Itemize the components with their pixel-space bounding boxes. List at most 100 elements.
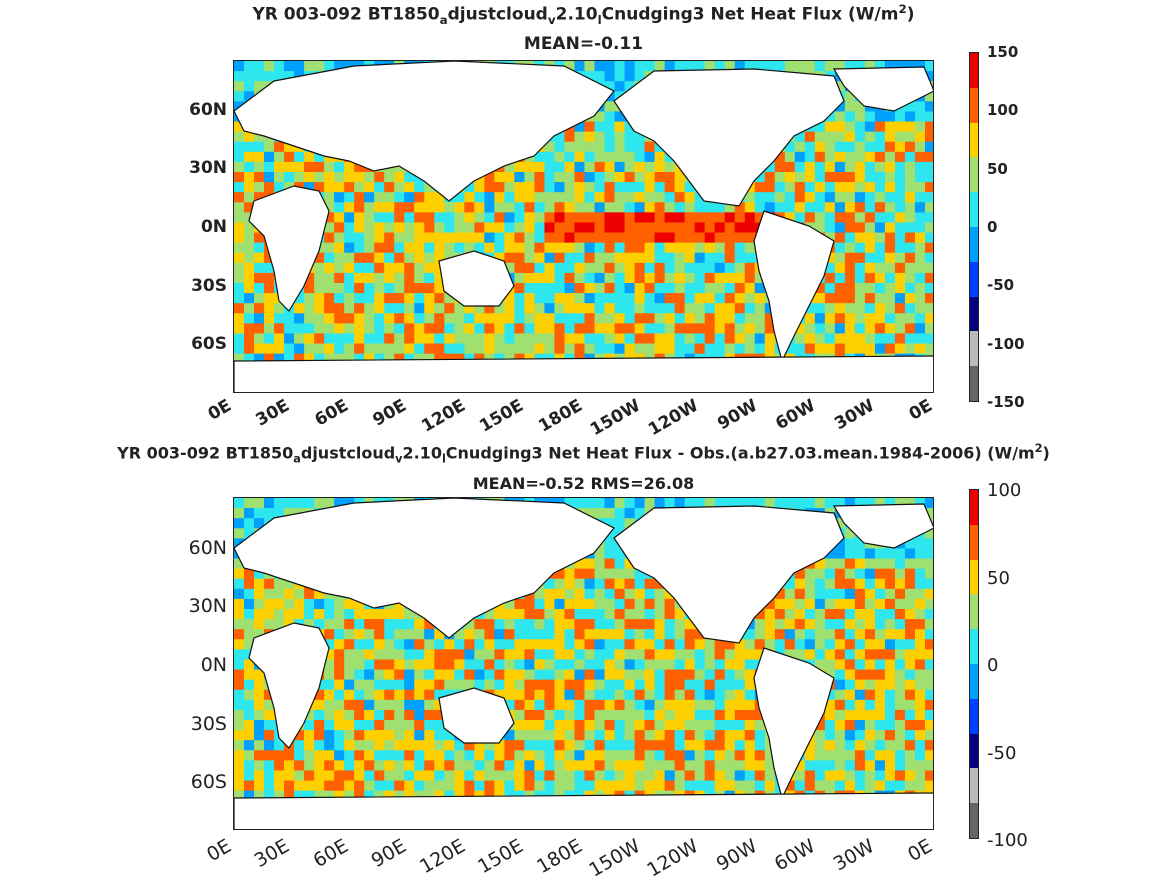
heatmap-cell (364, 333, 375, 345)
heatmap-cell (424, 720, 435, 731)
heatmap-cell (924, 699, 933, 711)
heatmap-cell (924, 568, 933, 580)
heatmap-cell (564, 578, 576, 590)
heatmap-cell (404, 303, 415, 314)
heatmap-cell (254, 303, 265, 314)
heatmap-cell (414, 333, 425, 345)
heatmap-cell (504, 202, 515, 213)
heatmap-cell (234, 343, 245, 355)
heatmap-cell (724, 720, 736, 731)
heatmap-cell (314, 283, 325, 294)
heatmap-cell (354, 720, 365, 731)
heatmap-cell (814, 131, 826, 143)
heatmap-cell (894, 293, 906, 304)
x-tick-label: 0E (204, 395, 235, 425)
heatmap-cell (294, 760, 305, 772)
heatmap-cell (924, 689, 933, 701)
heatmap-cell (384, 659, 395, 671)
heatmap-cell (234, 262, 245, 274)
heatmap-cell (374, 303, 385, 314)
heatmap-cell (824, 323, 836, 335)
heatmap-cell (654, 740, 666, 751)
heatmap-cell (634, 303, 646, 314)
heatmap-cell (394, 598, 405, 610)
colorbar-tick-label: 100 (987, 480, 1022, 501)
heatmap-cell (654, 242, 666, 254)
heatmap-cell (424, 272, 435, 284)
heatmap-cell (604, 578, 616, 590)
heatmap-cell (234, 222, 245, 234)
heatmap-cell (484, 740, 495, 751)
heatmap-cell (904, 272, 916, 284)
colorbar-segment (970, 768, 978, 804)
heatmap-cell (344, 629, 355, 640)
heatmap-cell (594, 568, 606, 580)
heatmap-cell (904, 192, 916, 203)
heatmap-cell (594, 780, 606, 792)
heatmap-cell (664, 669, 676, 681)
heatmap-cell (704, 323, 716, 335)
heatmap-cell (614, 770, 626, 782)
heatmap-cell (514, 343, 526, 355)
heatmap-cell (704, 283, 716, 294)
heatmap-cell (824, 780, 836, 792)
heatmap-cell (754, 212, 766, 224)
heatmap-cell (244, 508, 255, 519)
heatmap-cell (924, 151, 933, 163)
heatmap-cell (584, 780, 596, 792)
heatmap-cell (254, 232, 265, 244)
heatmap-cell (284, 343, 295, 355)
heatmap-cell (254, 192, 265, 203)
heatmap-cell (804, 609, 816, 620)
heatmap-cell (634, 730, 646, 741)
heatmap-cell (794, 609, 806, 620)
heatmap-cell (594, 111, 606, 123)
heatmap-cell (494, 619, 505, 630)
heatmap-cell (684, 182, 696, 193)
heatmap-cell (514, 242, 526, 254)
heatmap-cell (874, 232, 886, 244)
continent-antarctica (234, 792, 933, 829)
heatmap-cell (664, 333, 676, 345)
heatmap-cell (334, 770, 345, 782)
heatmap-cell (474, 629, 485, 640)
heatmap-cell (574, 172, 586, 183)
heatmap-cell (684, 679, 696, 691)
heatmap-cell (394, 649, 405, 661)
heatmap-cell (604, 629, 616, 640)
heatmap-cell (544, 649, 556, 661)
heatmap-cell (824, 262, 836, 274)
heatmap-cell (464, 619, 475, 630)
heatmap-cell (794, 619, 806, 630)
x-tick-label: 180E (534, 395, 586, 437)
heatmap-cell (844, 588, 856, 600)
heatmap-cell (724, 639, 736, 650)
top-chart-subtitle: MEAN=-0.11 (523, 34, 644, 54)
heatmap-cell (454, 740, 465, 751)
heatmap-cell (584, 709, 596, 721)
heatmap-cell (634, 740, 646, 751)
heatmap-cell (864, 172, 876, 183)
heatmap-cell (644, 293, 656, 304)
heatmap-cell (424, 709, 435, 721)
heatmap-cell (654, 699, 666, 711)
heatmap-cell (354, 252, 365, 264)
heatmap-cell (644, 313, 656, 324)
heatmap-cell (434, 252, 445, 264)
heatmap-cell (764, 598, 776, 610)
heatmap-cell (694, 659, 706, 671)
heatmap-cell (924, 71, 933, 82)
heatmap-cell (724, 313, 736, 324)
heatmap-cell (814, 568, 826, 580)
heatmap-cell (624, 283, 636, 294)
heatmap-cell (704, 720, 716, 731)
heatmap-cell (594, 639, 606, 650)
heatmap-cell (494, 343, 505, 355)
heatmap-cell (834, 588, 846, 600)
heatmap-cell (584, 669, 596, 681)
heatmap-cell (464, 740, 475, 751)
heatmap-cell (554, 232, 566, 244)
heatmap-cell (664, 659, 676, 671)
heatmap-cell (864, 609, 876, 620)
heatmap-cell (324, 709, 335, 721)
